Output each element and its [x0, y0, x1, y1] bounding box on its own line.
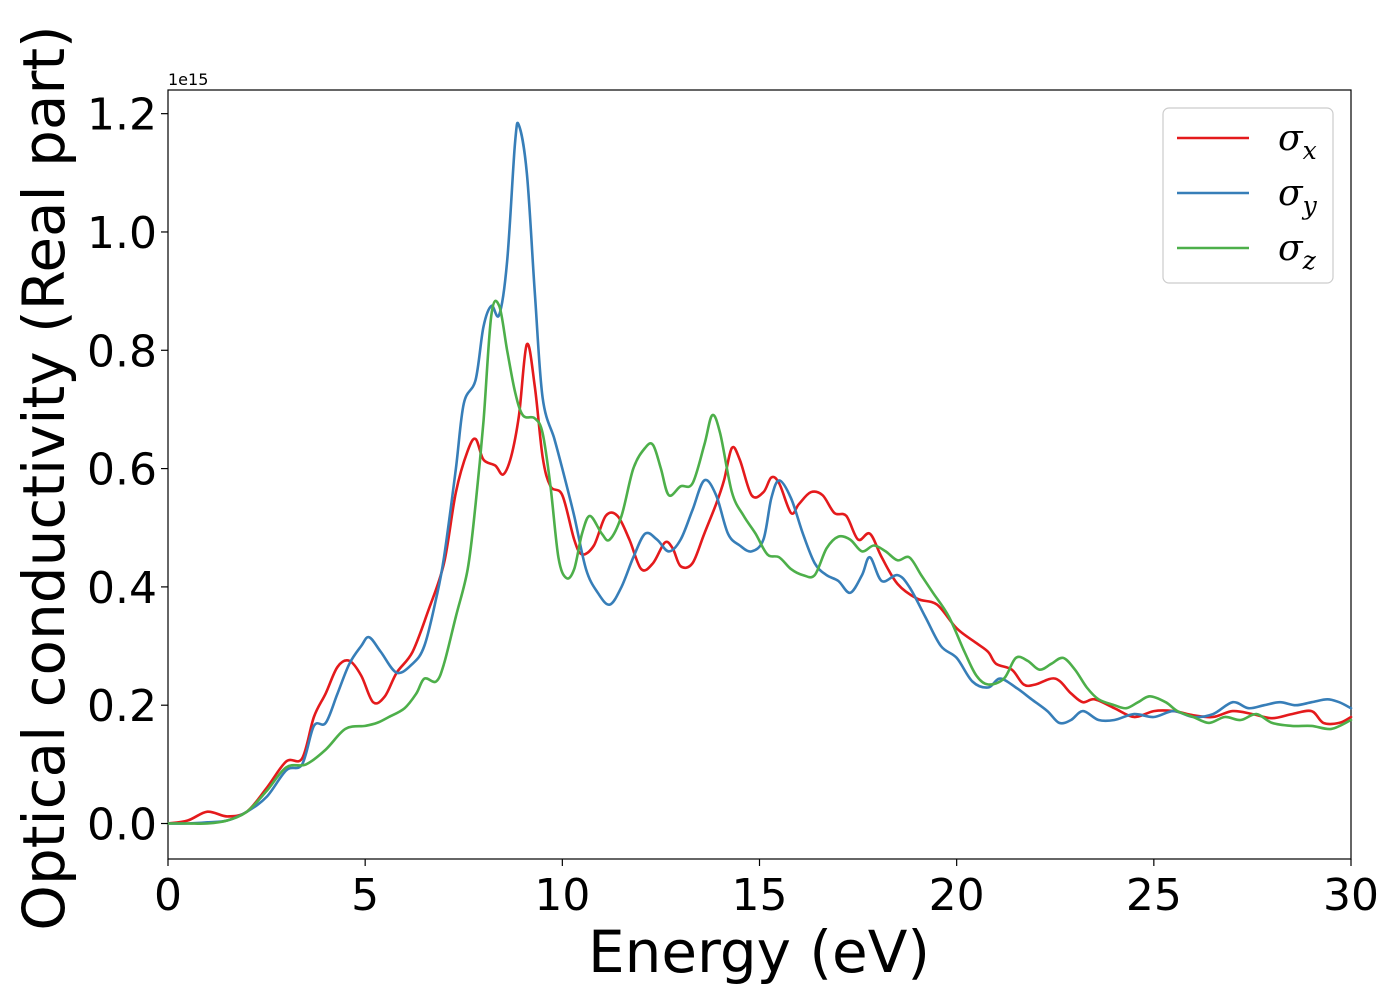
y-tick-label: 1.2 [87, 90, 157, 141]
y-tick-label: 0.4 [87, 563, 157, 614]
x-axis-ticks: 0 5 10 15 20 25 30 [154, 859, 1379, 921]
plot-area [166, 89, 1353, 860]
y-tick-label: 0.6 [87, 445, 157, 496]
x-axis-label: Energy (eV) [588, 918, 930, 986]
legend: σx σy σz [1162, 107, 1334, 284]
legend-label-y: σy [1278, 173, 1318, 220]
y-axis-offset-label: 1e15 [168, 70, 208, 89]
series-line-y [166, 121, 1353, 825]
legend-label-x: σx [1278, 118, 1317, 165]
series-layer [166, 121, 1353, 826]
series-line-z [166, 299, 1353, 826]
axes-frame [167, 89, 1352, 860]
y-tick-label: 0.0 [87, 800, 157, 851]
x-tick-label: 30 [1323, 870, 1379, 921]
y-tick-label: 0.2 [87, 681, 157, 732]
x-tick-label: 10 [534, 870, 590, 921]
y-tick-label: 0.8 [87, 326, 157, 377]
x-tick-label: 0 [154, 870, 182, 921]
legend-frame [1162, 107, 1334, 284]
y-tick-label: 1.0 [87, 208, 157, 259]
x-tick-label: 5 [351, 870, 379, 921]
x-tick-label: 25 [1126, 870, 1182, 921]
legend-items: σx σy σz [1177, 118, 1318, 275]
y-axis-label: Optical conductivity (Real part) [10, 25, 78, 930]
x-tick-label: 20 [929, 870, 985, 921]
y-axis-ticks: 0.0 0.2 0.4 0.6 0.8 1.0 1.2 [87, 90, 168, 851]
legend-label-z: σz [1278, 228, 1317, 275]
x-tick-label: 15 [732, 870, 788, 921]
